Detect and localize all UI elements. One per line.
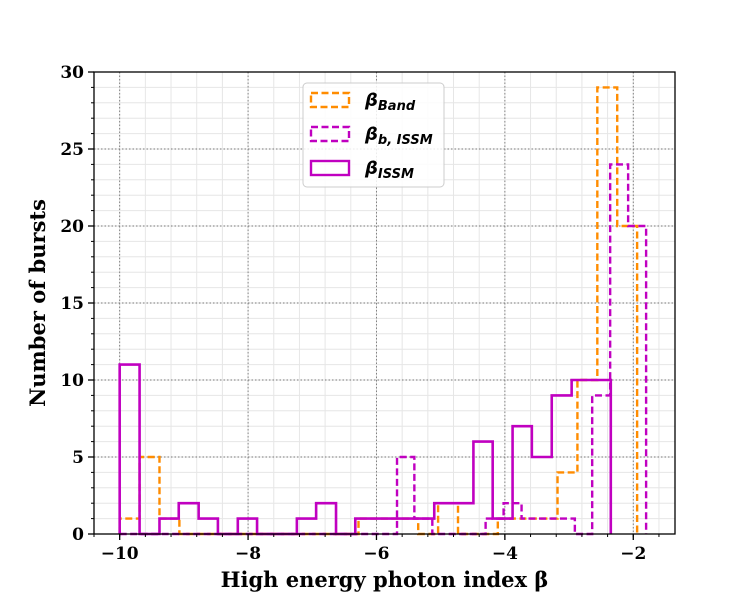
legend-swatch-2 <box>309 125 351 143</box>
y-tick-label: 5 <box>72 448 84 468</box>
y-tick-label: 25 <box>60 140 84 160</box>
legend: βBand βb, ISSM βISSM <box>302 82 445 188</box>
legend-swatch-1 <box>309 91 351 109</box>
legend-label-2: βb, ISSM <box>364 124 433 148</box>
legend-swatch-3 <box>309 159 351 177</box>
x-tick-label: −8 <box>235 544 261 564</box>
legend-label-1: βBand <box>364 90 416 114</box>
legend-label-3: βISSM <box>364 158 414 182</box>
x-axis-label: High energy photon index β <box>221 567 549 592</box>
y-axis-label: Number of bursts <box>25 199 50 407</box>
histogram-series-3 <box>118 363 613 536</box>
y-tick-label: 20 <box>60 217 84 237</box>
x-tick-label: −2 <box>620 544 646 564</box>
y-tick-label: 10 <box>60 371 84 391</box>
ticks-layer: −10 −8 −6 −4 −2 0 5 10 15 20 25 30 <box>60 63 660 564</box>
x-tick-label: −6 <box>363 544 389 564</box>
y-tick-label: 30 <box>60 63 84 83</box>
y-tick-label: 0 <box>72 525 84 545</box>
x-tick-label: −4 <box>492 544 518 564</box>
y-tick-label: 15 <box>60 294 84 314</box>
x-tick-label: −10 <box>101 544 139 564</box>
